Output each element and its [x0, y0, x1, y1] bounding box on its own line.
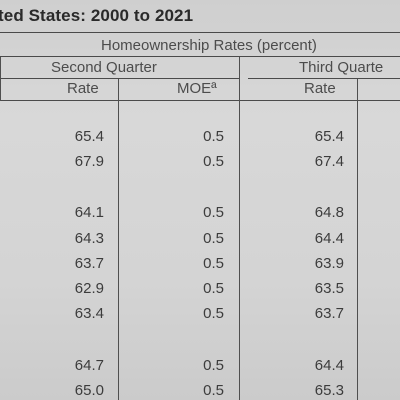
rate-cell-third: 64.4 — [314, 230, 344, 247]
rate-column-header: Rate — [67, 80, 99, 97]
rate-cell-third: 65.4 — [314, 128, 344, 145]
moe-cell: 0.5 — [203, 204, 224, 221]
moe-cell: 0.5 — [203, 357, 224, 374]
divider-moe-third — [239, 57, 240, 400]
rate-cell: 62.9 — [74, 280, 104, 297]
rate-cell: 67.9 — [74, 153, 104, 170]
rate-cell-third: 63.7 — [314, 305, 344, 322]
quarter-header-rule-left — [0, 78, 239, 79]
divider-left-edge — [0, 57, 1, 101]
moe-cell: 0.5 — [203, 153, 224, 170]
column-header-rule — [0, 100, 400, 101]
rate-cell: 65.4 — [74, 128, 104, 145]
rate-cell-third: 64.8 — [314, 204, 344, 221]
rate-cell-third: 64.4 — [314, 357, 344, 374]
divider-third-right — [357, 79, 358, 400]
rate-cell-third: 63.5 — [314, 280, 344, 297]
second-quarter-header: Second Quarter — [51, 59, 157, 76]
rate-cell: 63.7 — [74, 255, 104, 272]
rate-cell: 65.0 — [74, 382, 104, 399]
moe-cell: 0.5 — [203, 128, 224, 145]
rate-cell: 64.7 — [74, 357, 104, 374]
moe-column-header: MOEª — [177, 80, 217, 97]
table-title: ted States: 2000 to 2021 — [0, 6, 194, 25]
title-rule — [0, 32, 400, 33]
divider-rate-moe — [118, 79, 119, 400]
moe-cell: 0.5 — [203, 305, 224, 322]
quarter-header-rule-right — [248, 78, 400, 79]
group-header-rule — [0, 56, 400, 57]
third-quarter-header: Third Quarte — [299, 59, 384, 76]
rate-cell: 63.4 — [74, 305, 104, 322]
moe-cell: 0.5 — [203, 230, 224, 247]
moe-cell: 0.5 — [203, 280, 224, 297]
rate-cell-third: 63.9 — [314, 255, 344, 272]
moe-cell: 0.5 — [203, 255, 224, 272]
rate-cell: 64.1 — [74, 204, 104, 221]
rate-cell: 64.3 — [74, 230, 104, 247]
rate-column-header-third: Rate — [304, 80, 336, 97]
rate-cell-third: 65.3 — [314, 382, 344, 399]
rate-cell-third: 67.4 — [314, 153, 344, 170]
moe-cell: 0.5 — [203, 382, 224, 399]
group-header: Homeownership Rates (percent) — [101, 37, 317, 54]
